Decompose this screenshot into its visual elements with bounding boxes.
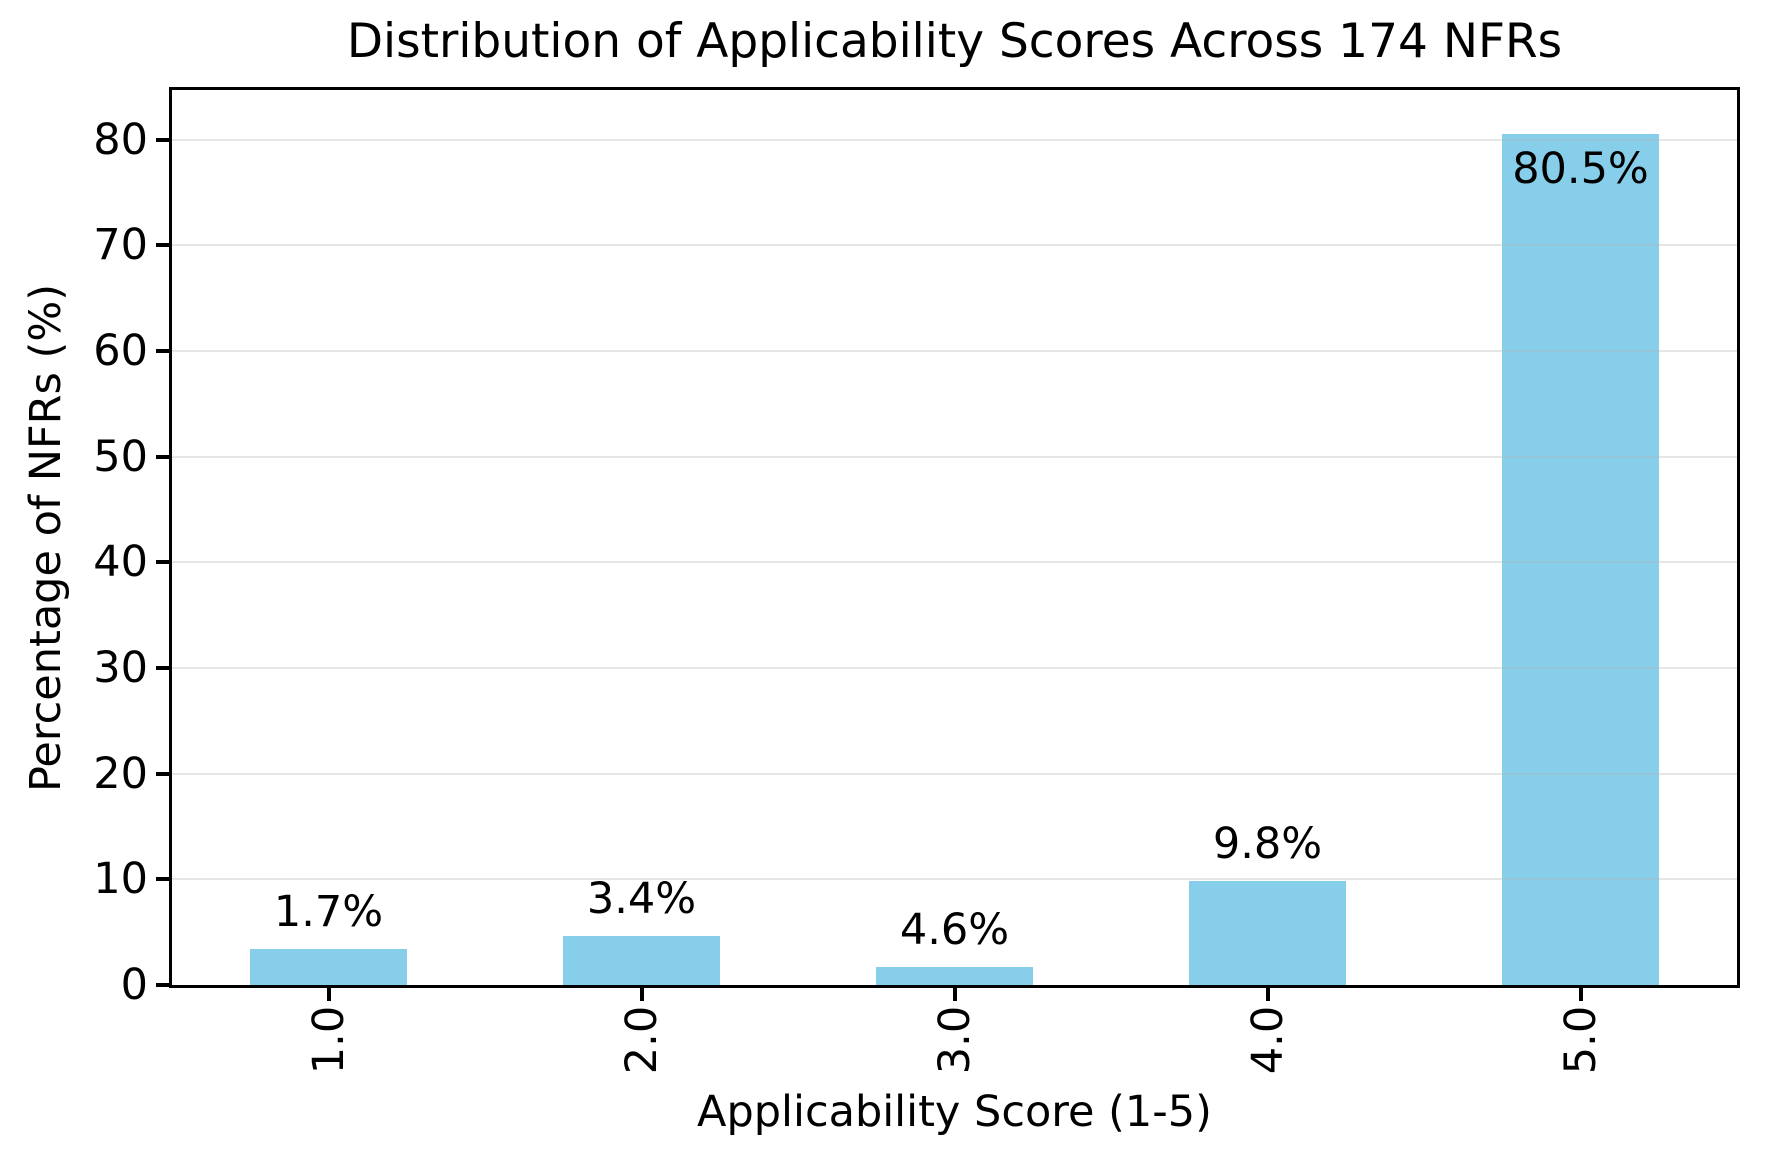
- y-tick-label: 80: [93, 114, 148, 165]
- x-axis-label: Applicability Score (1-5): [697, 1087, 1212, 1137]
- bar-value-label: 80.5%: [1512, 144, 1649, 195]
- y-tick-mark: [156, 137, 170, 142]
- y-tick-mark: [156, 348, 170, 353]
- bar: [1502, 134, 1659, 985]
- y-tick-label: 70: [93, 220, 148, 271]
- gridline: [172, 878, 1737, 881]
- gridline: [172, 349, 1737, 352]
- y-tick-label: 0: [120, 960, 148, 1010]
- y-tick-label: 50: [93, 431, 148, 482]
- x-tick-mark: [1578, 988, 1583, 1001]
- y-tick-mark: [156, 243, 170, 248]
- y-tick-label: 30: [93, 642, 148, 693]
- gridline: [172, 561, 1737, 564]
- gridline: [172, 244, 1737, 247]
- y-tick-mark: [156, 771, 170, 776]
- gridline: [172, 455, 1737, 458]
- x-tick-mark: [326, 988, 331, 1001]
- chart-title: Distribution of Applicability Scores Acr…: [346, 14, 1563, 69]
- bar-value-label: 4.6%: [899, 905, 1010, 956]
- bar: [1189, 881, 1346, 985]
- plot-area: [172, 90, 1737, 985]
- bar: [876, 967, 1033, 985]
- x-tick-mark: [952, 988, 957, 1001]
- x-tick-mark: [1265, 988, 1270, 1001]
- gridline: [172, 138, 1737, 141]
- gridline: [172, 772, 1737, 775]
- bar: [250, 949, 407, 985]
- y-tick-mark: [156, 665, 170, 670]
- bar: [563, 936, 720, 985]
- y-tick-mark: [156, 454, 170, 459]
- gridline: [172, 666, 1737, 669]
- y-tick-mark: [156, 983, 170, 987]
- y-tick-label: 10: [93, 854, 148, 905]
- y-tick-label: 20: [93, 748, 148, 799]
- y-tick-label: 40: [93, 537, 148, 588]
- bar-value-label: 3.4%: [586, 874, 697, 925]
- bar-value-label: 1.7%: [273, 887, 384, 938]
- y-tick-mark: [156, 560, 170, 565]
- x-tick-mark: [639, 988, 644, 1001]
- y-tick-label: 60: [93, 325, 148, 376]
- y-tick-mark: [156, 877, 170, 882]
- bar-value-label: 9.8%: [1212, 819, 1323, 870]
